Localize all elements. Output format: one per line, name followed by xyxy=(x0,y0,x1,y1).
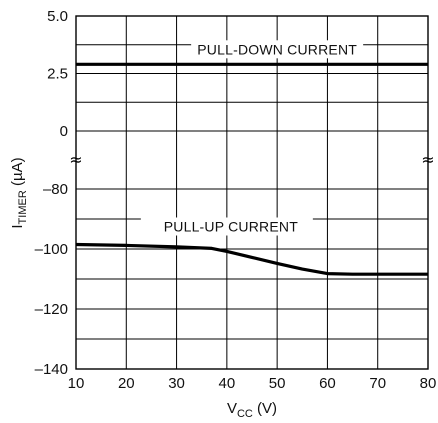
x-tick-label: 80 xyxy=(420,375,437,392)
series-lines xyxy=(75,62,428,276)
axis-break-left: ≈ xyxy=(69,150,82,169)
axis-break-right: ≈ xyxy=(421,150,434,169)
y-tick-label: –100 xyxy=(35,241,68,258)
x-tick-label: 10 xyxy=(68,375,85,392)
y-tick-label: –120 xyxy=(35,301,68,318)
series-line xyxy=(75,242,428,276)
grid-lines xyxy=(74,15,429,370)
plot-frame xyxy=(75,15,429,370)
y-tick-label: 2.5 xyxy=(47,66,68,83)
x-tick-label: 70 xyxy=(369,375,386,392)
x-tick-label: 50 xyxy=(269,375,286,392)
x-tick-label: 30 xyxy=(168,375,185,392)
series-annotations: PULL-DOWN CURRENT PULL-UP CURRENT xyxy=(140,40,364,236)
x-tick-label: 40 xyxy=(219,375,236,392)
x-tick-label: 20 xyxy=(118,375,135,392)
x-tick-label: 60 xyxy=(319,375,336,392)
x-axis-label: VCC (V) xyxy=(227,400,277,420)
y-axis-label: ITIMER (µA) xyxy=(9,157,29,228)
annotation-bg xyxy=(140,217,313,236)
y-tick-label: 0 xyxy=(60,123,68,140)
y-tick-label: 5.0 xyxy=(47,8,68,25)
y-tick-labels: 0 2.5 5.0 –140 –120 –100 –80 xyxy=(35,8,68,378)
annotation-bg xyxy=(191,40,364,59)
x-tick-labels: 10 20 30 40 50 60 70 80 xyxy=(68,375,437,392)
axis-break-marks: ≈ ≈ xyxy=(69,150,434,169)
series-label: PULL-UP CURRENT xyxy=(164,219,298,235)
series-label: PULL-DOWN CURRENT xyxy=(197,41,357,57)
y-tick-label: –140 xyxy=(35,361,68,378)
y-tick-label: –80 xyxy=(43,181,68,198)
